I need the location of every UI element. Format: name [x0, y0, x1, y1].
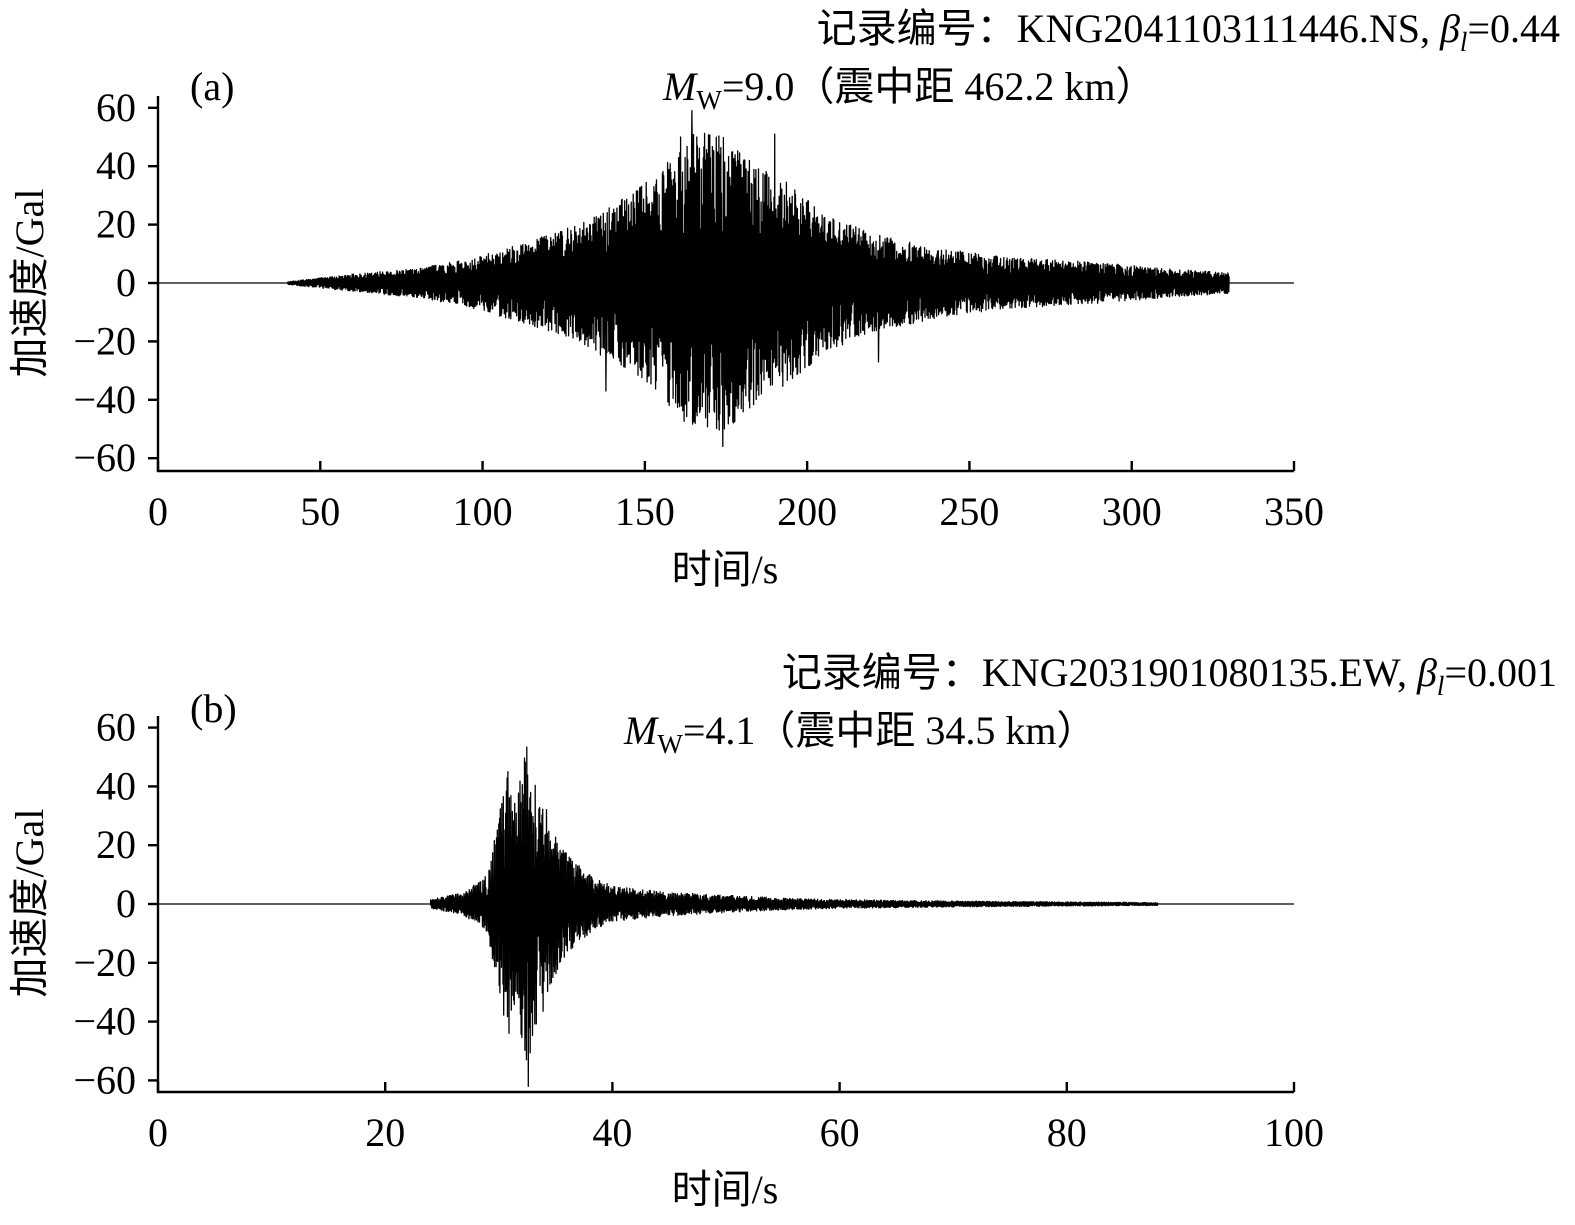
panel-b-label: (b): [190, 686, 237, 731]
panel-b-x-tick-label: 20: [365, 1110, 405, 1155]
panel-a-y-tick-label: −40: [73, 377, 136, 422]
panel-a-y-tick-label: 20: [96, 202, 136, 247]
panel-a-beta-symbol: β: [1439, 6, 1460, 51]
panel-a-x-tick-label: 50: [300, 489, 340, 534]
panel-a-magnitude-line: MW=9.0（震中距 462.2 km）: [662, 64, 1155, 115]
panel-a-y-axis-label: 加速度/Gal: [7, 189, 52, 378]
panel-b-magnitude-line: MW=4.1（震中距 34.5 km）: [623, 708, 1096, 759]
panel-b-magnitude-value: =4.1（震中距 34.5 km）: [683, 708, 1097, 753]
panel-b-x-axis-label: 时间/s: [672, 1167, 779, 1212]
panel-b-record-line: 记录编号：KNG2031901080135.EW, βl=0.001: [782, 650, 1557, 701]
panel-b-x-tick-label: 100: [1264, 1110, 1324, 1155]
panel-a-x-tick-label: 100: [453, 489, 513, 534]
panel-a-beta-value: =0.44: [1467, 6, 1560, 51]
panel-a-y-tick-label: 40: [96, 143, 136, 188]
panel-a-x-ticks: 0 50 100 150 200 250 300 350: [148, 461, 1324, 534]
panel-b-axes: [156, 716, 1294, 1094]
panel-b-beta-symbol: β: [1416, 650, 1437, 695]
panel-a-axes: [156, 96, 1294, 473]
panel-b-y-tick-label: 20: [96, 822, 136, 867]
panel-a-x-tick-label: 250: [939, 489, 999, 534]
panel-a-beta-subscript: l: [1460, 27, 1468, 57]
panel-a-x-tick-label: 0: [148, 489, 168, 534]
panel-a-x-tick-label: 300: [1102, 489, 1162, 534]
panel-b-y-tick-label: −40: [73, 999, 136, 1044]
panel-b-x-tick-label: 40: [592, 1110, 632, 1155]
panel-a-waveform: [158, 110, 1294, 448]
panel-b-x-tick-label: 60: [820, 1110, 860, 1155]
panel-b-x-tick-label: 0: [148, 1110, 168, 1155]
panel-b-y-axis-label: 加速度/Gal: [7, 809, 52, 998]
panel-b-magnitude-subscript: W: [657, 729, 683, 759]
panel-b-record-label: 记录编号：: [782, 650, 982, 695]
panel-b-waveform: [158, 746, 1294, 1087]
panel-a-x-tick-label: 350: [1264, 489, 1324, 534]
panel-b-y-tick-label: −60: [73, 1057, 136, 1102]
panel-a-y-tick-label: −60: [73, 435, 136, 480]
panel-a-record-line: 记录编号：KNG2041103111446.NS, βl=0.44: [817, 6, 1560, 57]
panel-b-y-tick-label: 60: [96, 705, 136, 750]
panel-b-x-ticks: 0 20 40 60 80 100: [148, 1082, 1324, 1155]
panel-b-y-tick-label: −20: [73, 940, 136, 985]
panel-a-magnitude-value: =9.0（震中距 462.2 km）: [722, 64, 1156, 109]
panel-a-x-tick-label: 200: [777, 489, 837, 534]
panel-a-x-axis-label: 时间/s: [672, 547, 779, 592]
panel-b-y-ticks: −60 −40 −20 0 20 40 60: [73, 705, 158, 1102]
panel-b-y-tick-label: 0: [116, 881, 136, 926]
panel-a: 记录编号：KNG2041103111446.NS, βl=0.44 MW=9.0…: [7, 6, 1560, 592]
panel-a-record-label: 记录编号：: [817, 6, 1017, 51]
panel-a-x-tick-label: 150: [615, 489, 675, 534]
panel-b-x-tick-label: 80: [1047, 1110, 1087, 1155]
panel-a-label: (a): [190, 64, 234, 109]
panel-a-record-id: KNG2041103111446.NS,: [1017, 6, 1440, 51]
panel-b-y-tick-label: 40: [96, 763, 136, 808]
panel-a-magnitude-symbol: M: [662, 64, 699, 109]
panel-a-y-tick-label: 0: [116, 260, 136, 305]
panel-a-magnitude-subscript: W: [696, 85, 722, 115]
panel-b-beta-subscript: l: [1437, 671, 1445, 701]
panel-b-beta-value: =0.001: [1444, 650, 1557, 695]
panel-a-y-tick-label: 60: [96, 85, 136, 130]
panel-b-magnitude-symbol: M: [623, 708, 660, 753]
panel-b: 记录编号：KNG2031901080135.EW, βl=0.001 MW=4.…: [7, 650, 1557, 1212]
panel-b-record-id: KNG2031901080135.EW,: [982, 650, 1417, 695]
panel-a-y-tick-label: −20: [73, 318, 136, 363]
panel-a-y-ticks: −60 −40 −20 0 20 40 60: [73, 85, 158, 480]
